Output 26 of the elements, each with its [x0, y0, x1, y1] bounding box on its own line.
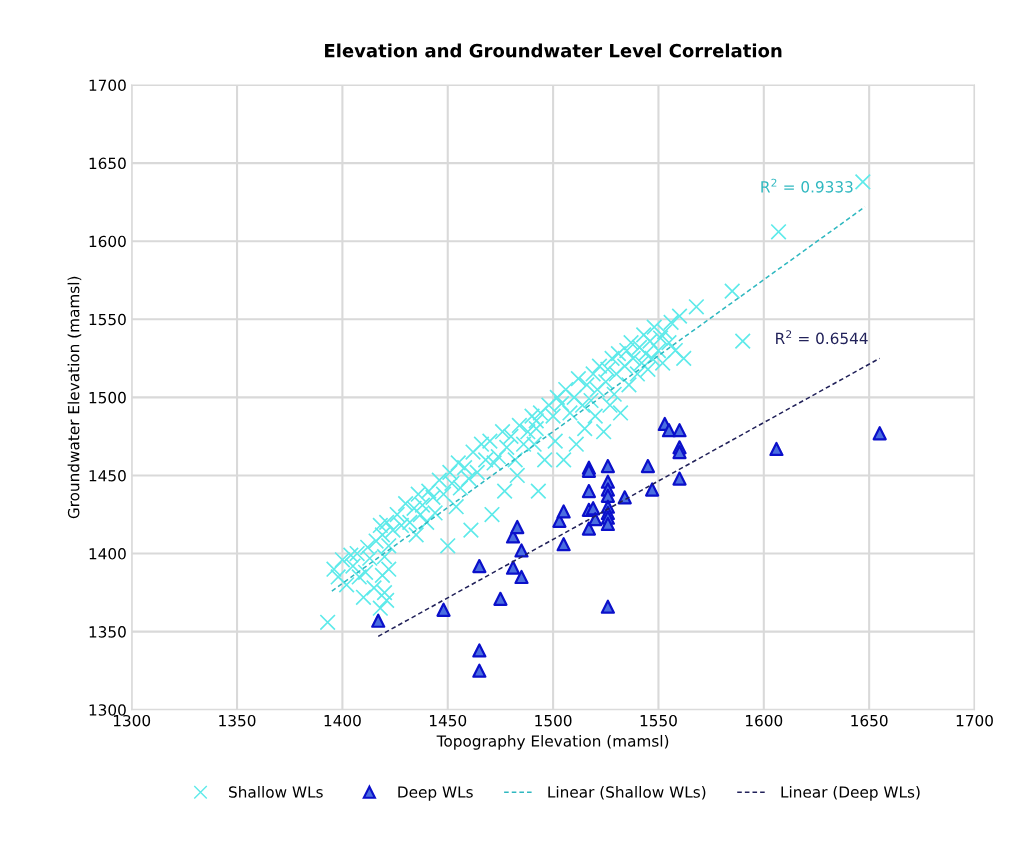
x-tick-label: 1600 — [746, 714, 783, 727]
x-axis-title: Topography Elevation (mamsl) — [436, 734, 669, 750]
x-tick-label: 1350 — [219, 714, 256, 727]
y-tick-label: 1300 — [89, 704, 126, 716]
y-tick-label: 1400 — [89, 548, 126, 560]
legend-label: Shallow WLs — [229, 785, 323, 798]
y-tick-label: 1500 — [89, 391, 126, 404]
legend-label: Deep WLs — [398, 786, 473, 801]
x-tick-label: 1550 — [640, 714, 677, 727]
y-tick-label: 1350 — [89, 626, 126, 638]
legend-label: Linear (Deep WLs) — [781, 785, 920, 801]
x-tick-label: 1700 — [956, 714, 993, 727]
y-axis-title: Groundwater Elevation (mamsl) — [67, 276, 82, 519]
y-tick-label: 1700 — [89, 79, 126, 92]
x-tick-label: 1650 — [851, 714, 888, 727]
y-tick-label: 1600 — [89, 235, 126, 248]
chart-title: Elevation and Groundwater Level Correlation — [325, 43, 782, 58]
x-tick-label: 1400 — [324, 714, 361, 727]
legend-label: Linear (Shallow WLs) — [548, 785, 706, 800]
y-tick-label: 1450 — [89, 469, 126, 482]
annotation: R$^{2}$ = 0.9333 — [761, 178, 853, 193]
y-tick-label: 1650 — [89, 157, 126, 170]
annotation: R$^{2}$ = 0.6544 — [776, 330, 868, 345]
y-tick-label: 1550 — [89, 313, 126, 326]
x-tick-label: 1450 — [429, 714, 467, 727]
x-tick-label: 1500 — [535, 714, 572, 727]
